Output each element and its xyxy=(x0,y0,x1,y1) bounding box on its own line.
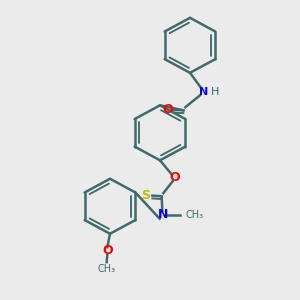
Text: N: N xyxy=(200,87,208,97)
Text: CH₃: CH₃ xyxy=(98,264,116,274)
Text: O: O xyxy=(169,171,180,184)
Text: O: O xyxy=(102,244,112,257)
Text: O: O xyxy=(162,103,172,116)
Text: N: N xyxy=(158,208,168,221)
Text: H: H xyxy=(211,87,220,97)
Text: S: S xyxy=(141,189,150,202)
Text: CH₃: CH₃ xyxy=(186,210,204,220)
